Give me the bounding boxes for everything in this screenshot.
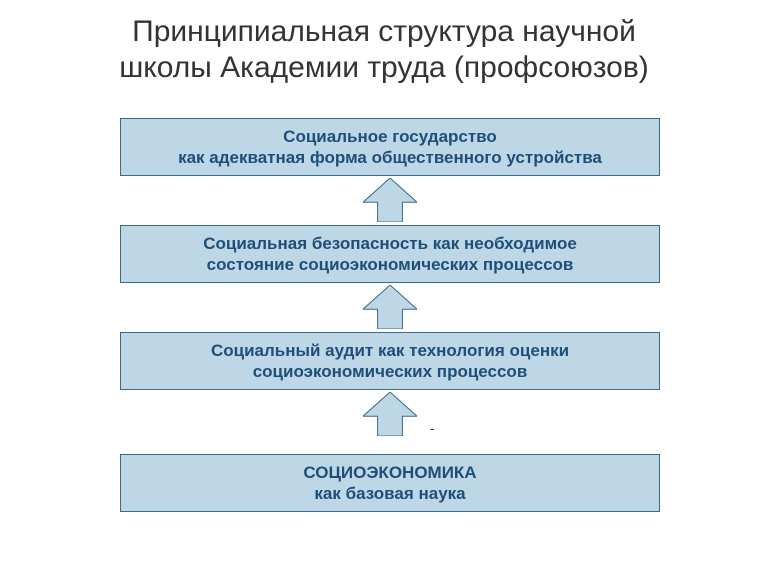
box-text-line: СОЦИОЭКОНОМИКА (303, 463, 476, 482)
title-line2: школы Академии труда (профсоюзов) (119, 51, 649, 84)
title-line1: Принципиальная структура научной (132, 15, 636, 48)
page-title: Принципиальная структура научной школы А… (0, 14, 768, 86)
box-socioeconomics: СОЦИОЭКОНОМИКА как базовая наука (120, 454, 660, 512)
box-social-safety: Социальная безопасность как необходимое … (120, 225, 660, 283)
box-text-line: Социальное государство (283, 127, 497, 146)
box-text-line: Социальный аудит как технология оценки (211, 341, 569, 360)
box-text-line: как адекватная форма общественного устро… (178, 148, 602, 167)
box-text-line: социоэкономических процессов (253, 362, 528, 381)
box-social-state: Социальное государство как адекватная фо… (120, 118, 660, 176)
box-social-audit: Социальный аудит как технология оценки с… (120, 332, 660, 390)
up-arrow-icon (363, 285, 417, 329)
up-arrow-icon (363, 178, 417, 222)
slide: Принципиальная структура научной школы А… (0, 0, 768, 576)
dash-mark: - (430, 420, 435, 436)
box-text-line: как базовая наука (314, 484, 465, 503)
box-text-line: состояние социоэкономических процессов (207, 255, 574, 274)
box-text-line: Социальная безопасность как необходимое (203, 234, 577, 253)
up-arrow-icon (363, 392, 417, 436)
